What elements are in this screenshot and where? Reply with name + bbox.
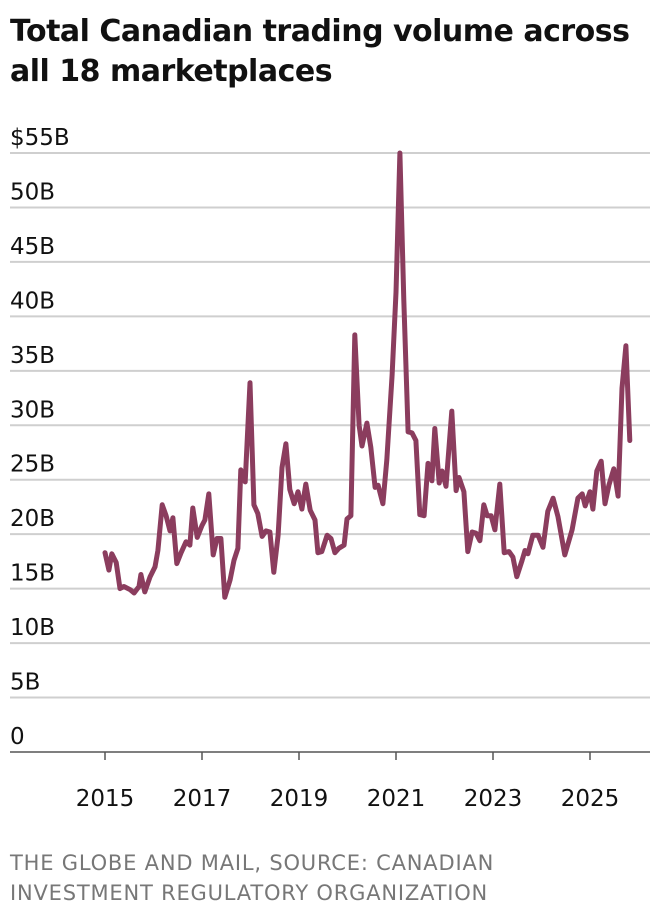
y-axis-labels: 0 5B 10B 15B 20B 25B 30B 35B 40B 45B 50B $55B [10,125,70,750]
y-tick-label: 10B [10,615,55,641]
y-tick-label: 5B [10,670,40,696]
y-tick-label: 35B [10,343,55,369]
x-tick-label: 2025 [561,786,620,812]
x-tick-label: 2019 [270,786,329,812]
x-tick-label: 2015 [76,786,135,812]
source-line-2: INVESTMENT REGULATORY ORGANIZATION [10,881,489,905]
x-tick-label: 2023 [464,786,523,812]
source-credit: THE GLOBE AND MAIL, SOURCE: CANADIAN INV… [10,848,650,908]
source-line-1: THE GLOBE AND MAIL, SOURCE: CANADIAN [10,851,495,875]
y-tick-label: $55B [10,125,70,151]
x-tick-label: 2017 [173,786,232,812]
y-tick-label: 30B [10,397,55,423]
chart-title: Total Canadian trading volume across all… [10,14,630,89]
x-axis-labels: 2015 2017 2019 2021 2023 2025 [76,786,620,812]
series-line [102,150,633,600]
y-tick-label: 25B [10,452,55,478]
x-tick-label: 2021 [367,786,426,812]
y-tick-label: 50B [10,179,55,205]
y-tick-label: 20B [10,506,55,532]
y-tick-label: 45B [10,234,55,260]
y-tick-label: 15B [10,561,55,587]
y-tick-label: 0 [10,724,25,750]
series-layer [102,150,633,600]
y-tick-label: 40B [10,288,55,314]
gridlines [10,152,650,760]
